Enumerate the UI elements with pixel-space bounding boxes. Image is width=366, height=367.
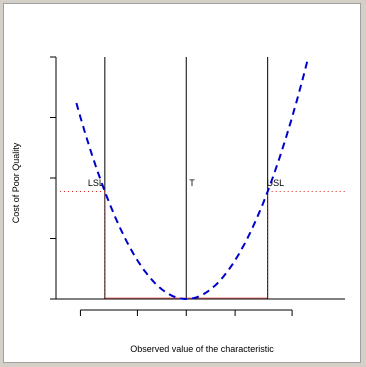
plot-frame [3,3,361,363]
spec-label-lsl: LSL [88,178,104,188]
chart-marks: LSL T USL [56,56,345,300]
spec-label-t: T [189,178,195,188]
y-axis-label: Cost of Poor Quality [11,142,21,223]
axes [50,56,293,316]
spec-label-usl: USL [267,178,285,188]
x-axis-label: Observed value of the characteristic [130,344,274,354]
loss-curve-0 [75,56,310,300]
